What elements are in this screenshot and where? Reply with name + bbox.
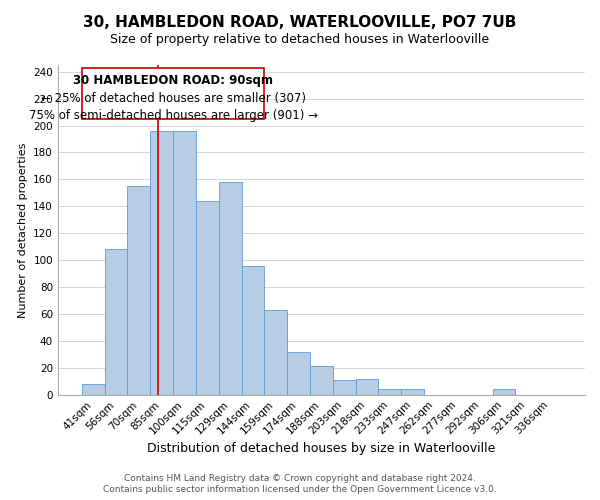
Y-axis label: Number of detached properties: Number of detached properties (17, 142, 28, 318)
Bar (401, 390, 424, 394)
Text: Contains HM Land Registry data © Crown copyright and database right 2024.
Contai: Contains HM Land Registry data © Crown c… (103, 474, 497, 494)
Bar (196, 201, 219, 394)
Text: 30 HAMBLEDON ROAD: 90sqm: 30 HAMBLEDON ROAD: 90sqm (73, 74, 273, 88)
Bar (265, 310, 287, 394)
Bar (242, 266, 265, 394)
Bar (310, 366, 333, 394)
Text: 30, HAMBLEDON ROAD, WATERLOOVILLE, PO7 7UB: 30, HAMBLEDON ROAD, WATERLOOVILLE, PO7 7… (83, 15, 517, 30)
Bar (173, 131, 196, 394)
Bar (82, 68, 265, 119)
Bar (127, 186, 150, 394)
Text: Size of property relative to detached houses in Waterlooville: Size of property relative to detached ho… (110, 32, 490, 46)
Text: 75% of semi-detached houses are larger (901) →: 75% of semi-detached houses are larger (… (29, 110, 317, 122)
Text: ← 25% of detached houses are smaller (307): ← 25% of detached houses are smaller (30… (41, 92, 305, 105)
Bar (356, 378, 379, 394)
Bar (150, 131, 173, 394)
Bar (104, 250, 127, 394)
X-axis label: Distribution of detached houses by size in Waterlooville: Distribution of detached houses by size … (147, 442, 496, 455)
Bar (287, 352, 310, 395)
Bar (82, 384, 104, 394)
Bar (493, 390, 515, 394)
Bar (379, 390, 401, 394)
Bar (219, 182, 242, 394)
Bar (333, 380, 356, 394)
